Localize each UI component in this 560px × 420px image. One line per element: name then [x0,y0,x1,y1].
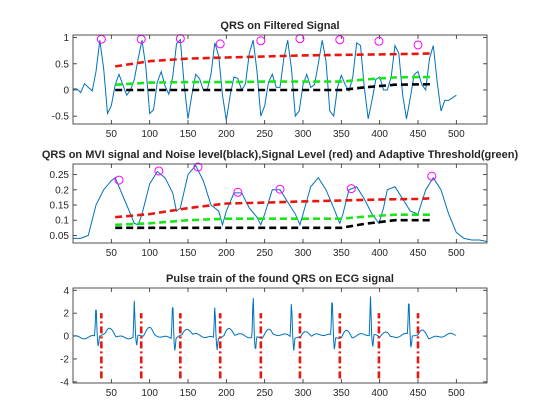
axes-background [73,35,487,124]
x-tick-label: 300 [295,129,312,140]
x-tick-label: 50 [106,388,118,399]
x-tick-label: 250 [256,248,273,259]
x-tick-label: 150 [180,248,197,259]
y-tick-label: 0 [63,332,69,343]
qrs-marker [335,35,345,45]
noise-level-line [115,82,434,92]
y-tick-label: -0.5 [52,112,70,123]
x-tick-label: 50 [106,248,118,259]
qrs-marker [413,40,423,50]
x-tick-label: 200 [218,388,235,399]
mvi-signal-plot: QRS on MVI signal and Noise level(black)… [42,149,519,259]
signal-line [73,38,457,121]
axes-frame [72,163,488,244]
ecg-line [73,296,456,351]
x-tick-label: 350 [333,248,350,259]
y-tick-label: 0.15 [50,201,70,212]
x-tick-label: 300 [295,248,312,259]
x-tick-label: 150 [180,388,197,399]
pulse-train-plot: Pulse train of the found QRS on ECG sign… [60,273,488,399]
qrs-marker [374,36,384,46]
noise-level-line [115,218,434,230]
x-tick-label: 450 [410,388,427,399]
x-tick-label: 100 [141,248,158,259]
y-tick-label: 1 [63,33,69,44]
x-tick-label: 350 [333,388,350,399]
x-tick-label: 50 [106,129,118,140]
x-tick-label: 200 [218,129,235,140]
adaptive-threshold-line [115,75,434,86]
x-tick-label: 100 [141,388,158,399]
axes-background [73,164,487,243]
signal-level-line [115,197,434,219]
qrs-marker [275,184,285,194]
x-tick-label: 500 [448,388,465,399]
x-tick-label: 350 [333,129,350,140]
filtered-signal-plot: QRS on Filtered Signal 50 100 150 200 250 300 3… [52,20,488,140]
x-tick-label: 250 [256,388,273,399]
x-tick-label: 150 [180,129,197,140]
qrs-marker [233,187,243,197]
chart-title: QRS on MVI signal and Noise level(black)… [42,149,519,161]
x-tick-label: 250 [256,129,273,140]
y-tick-label: 0 [63,85,69,96]
y-tick-label: -2 [60,354,69,365]
series-group [73,164,487,242]
mvi-signal-line [73,164,487,242]
x-tick-label: 100 [141,129,158,140]
x-tick-label: 500 [448,129,465,140]
chart-title: QRS on Filtered Signal [220,20,339,32]
qrs-marker [346,184,356,194]
adaptive-threshold-line [115,213,434,227]
qrs-marker [154,166,164,176]
qrs-marker [256,36,266,46]
x-tick-label: 400 [371,388,388,399]
y-tick-label: -4 [60,377,69,388]
y-tick-label: 0.1 [55,216,69,227]
series-group [73,296,456,379]
series-group [73,38,457,121]
axes-frame [72,34,488,125]
x-tick-label: 400 [371,129,388,140]
axes-frame [72,287,488,384]
chart-title: Pulse train of the found QRS on ECG sign… [166,273,394,285]
y-tick-label: 2 [63,309,69,320]
qrs-marker [215,39,225,49]
qrs-marker [427,171,437,181]
y-tick-label: 0.5 [55,59,69,70]
qrs-marker [114,175,124,185]
x-tick-label: 500 [448,248,465,259]
y-tick-label: 0.05 [50,231,70,242]
x-tick-label: 300 [295,388,312,399]
qrs-marker [193,162,203,172]
x-tick-label: 450 [410,248,427,259]
x-tick-label: 450 [410,129,427,140]
y-tick-label: 0.2 [55,185,69,196]
y-tick-label: 4 [63,286,69,297]
x-tick-label: 200 [218,248,235,259]
x-tick-label: 400 [371,248,388,259]
signal-level-line [115,52,434,68]
y-tick-label: 0.25 [50,170,70,181]
